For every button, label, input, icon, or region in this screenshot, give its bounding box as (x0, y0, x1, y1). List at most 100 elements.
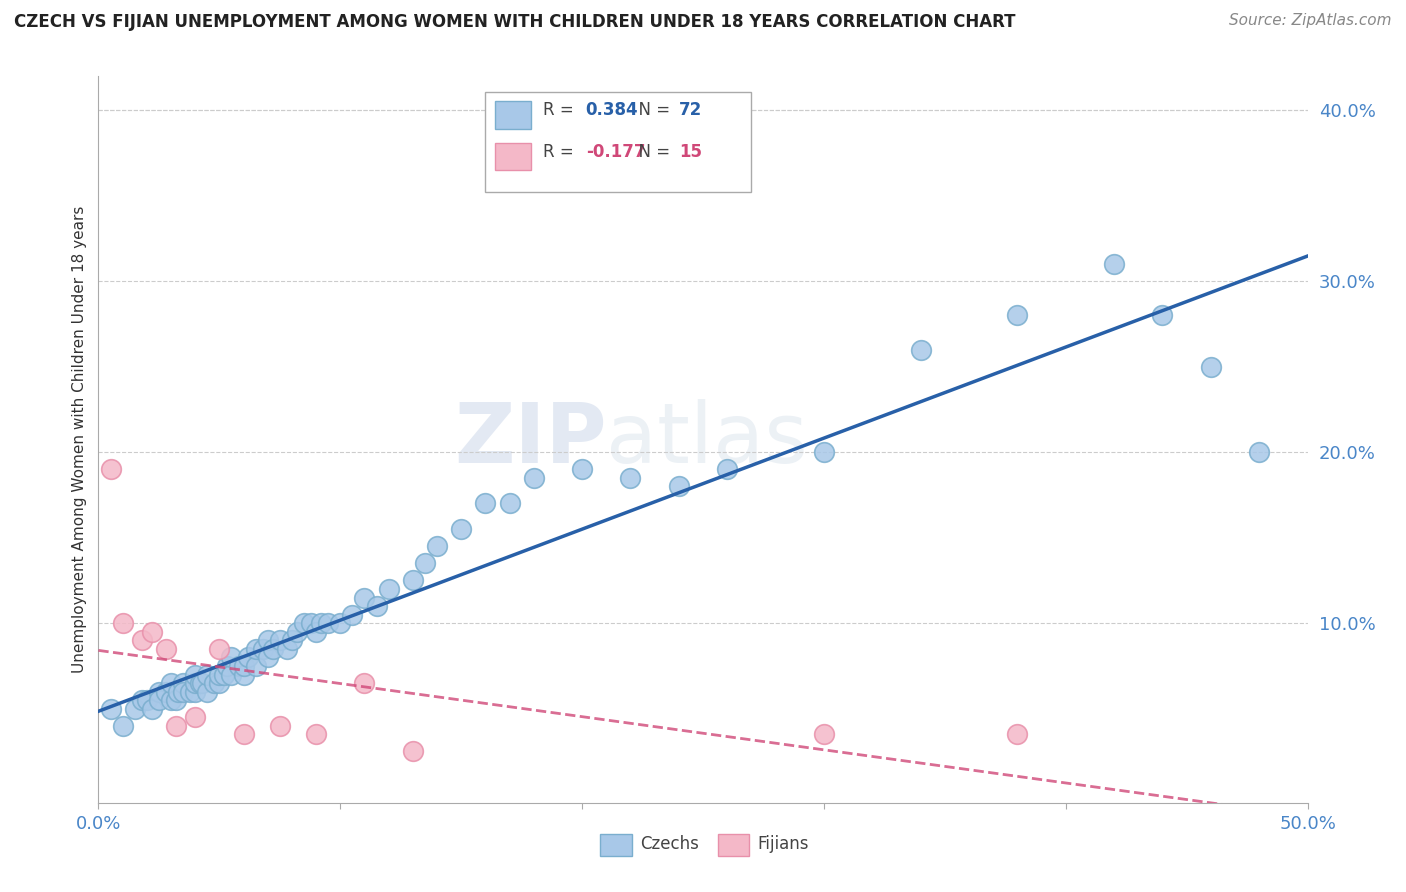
Point (309, 616, 332, 631)
Point (131, 693, 153, 707)
Point (131, 633, 153, 648)
Text: Source: ZipAtlas.com: Source: ZipAtlas.com (1229, 13, 1392, 29)
Point (208, 667, 231, 681)
Text: 0.384: 0.384 (586, 101, 638, 119)
Text: Czechs: Czechs (640, 835, 699, 854)
Point (377, 582, 399, 596)
Point (184, 667, 207, 681)
Point (172, 684, 194, 698)
Point (100, 462, 122, 476)
Point (426, 539, 449, 553)
Point (155, 641, 177, 656)
Point (366, 599, 388, 613)
Point (245, 659, 267, 673)
Point (813, 445, 835, 459)
Point (188, 676, 211, 690)
Point (148, 684, 170, 698)
Point (141, 702, 163, 716)
Point (111, 616, 134, 631)
Point (276, 641, 298, 656)
FancyBboxPatch shape (600, 834, 631, 855)
Point (212, 667, 235, 681)
Text: 15: 15 (679, 143, 702, 161)
FancyBboxPatch shape (485, 92, 751, 192)
Text: atlas: atlas (606, 399, 808, 480)
Point (498, 496, 520, 510)
Point (316, 616, 339, 631)
Point (474, 496, 496, 510)
Point (208, 641, 231, 656)
Point (716, 462, 738, 476)
Point (208, 676, 231, 690)
Point (353, 676, 375, 690)
Point (141, 624, 163, 639)
Point (262, 641, 284, 656)
Point (184, 710, 207, 724)
Text: N =: N = (628, 101, 675, 119)
Point (813, 727, 835, 741)
Y-axis label: Unemployment Among Women with Children Under 18 years: Unemployment Among Women with Children U… (72, 206, 87, 673)
Point (252, 641, 274, 656)
Text: Fijians: Fijians (758, 835, 808, 854)
Point (342, 607, 364, 622)
Point (256, 633, 278, 648)
Point (402, 744, 425, 758)
Point (124, 702, 146, 716)
Point (619, 471, 641, 485)
Point (413, 557, 436, 571)
Point (269, 719, 291, 733)
Point (184, 676, 207, 690)
Point (228, 659, 250, 673)
Point (100, 702, 122, 716)
Point (195, 667, 218, 681)
Point (165, 693, 187, 707)
Point (305, 727, 328, 741)
Point (215, 659, 238, 673)
Point (232, 727, 254, 741)
Point (1199, 359, 1222, 374)
Point (402, 574, 425, 588)
Point (285, 624, 308, 639)
FancyBboxPatch shape (495, 143, 531, 170)
Point (238, 650, 260, 665)
Point (204, 676, 226, 690)
Point (160, 676, 183, 690)
Point (668, 479, 690, 493)
Point (245, 641, 267, 656)
Point (329, 616, 352, 631)
Point (523, 471, 546, 485)
Point (165, 719, 187, 733)
Point (184, 684, 207, 698)
Point (221, 650, 243, 665)
Point (191, 676, 214, 690)
Point (269, 633, 291, 648)
Point (353, 591, 375, 605)
Point (135, 693, 157, 707)
Point (256, 650, 278, 665)
Point (148, 693, 170, 707)
Text: ZIP: ZIP (454, 399, 606, 480)
Point (1007, 727, 1029, 741)
Point (155, 684, 177, 698)
Text: 72: 72 (679, 101, 702, 119)
Point (305, 624, 328, 639)
Point (299, 616, 322, 631)
Point (281, 633, 304, 648)
Text: CZECH VS FIJIAN UNEMPLOYMENT AMONG WOMEN WITH CHILDREN UNDER 18 YEARS CORRELATIO: CZECH VS FIJIAN UNEMPLOYMENT AMONG WOMEN… (14, 13, 1015, 31)
Point (1007, 308, 1029, 322)
Text: -0.177: -0.177 (586, 143, 645, 161)
Point (1102, 257, 1125, 271)
Text: R =: R = (543, 101, 579, 119)
FancyBboxPatch shape (495, 102, 531, 128)
Point (179, 684, 201, 698)
Point (172, 676, 194, 690)
Point (292, 616, 315, 631)
Point (232, 659, 254, 673)
Point (167, 684, 190, 698)
Point (450, 522, 472, 536)
FancyBboxPatch shape (717, 834, 749, 855)
Point (232, 667, 254, 681)
Point (571, 462, 593, 476)
Text: R =: R = (543, 143, 579, 161)
Point (1152, 308, 1174, 322)
